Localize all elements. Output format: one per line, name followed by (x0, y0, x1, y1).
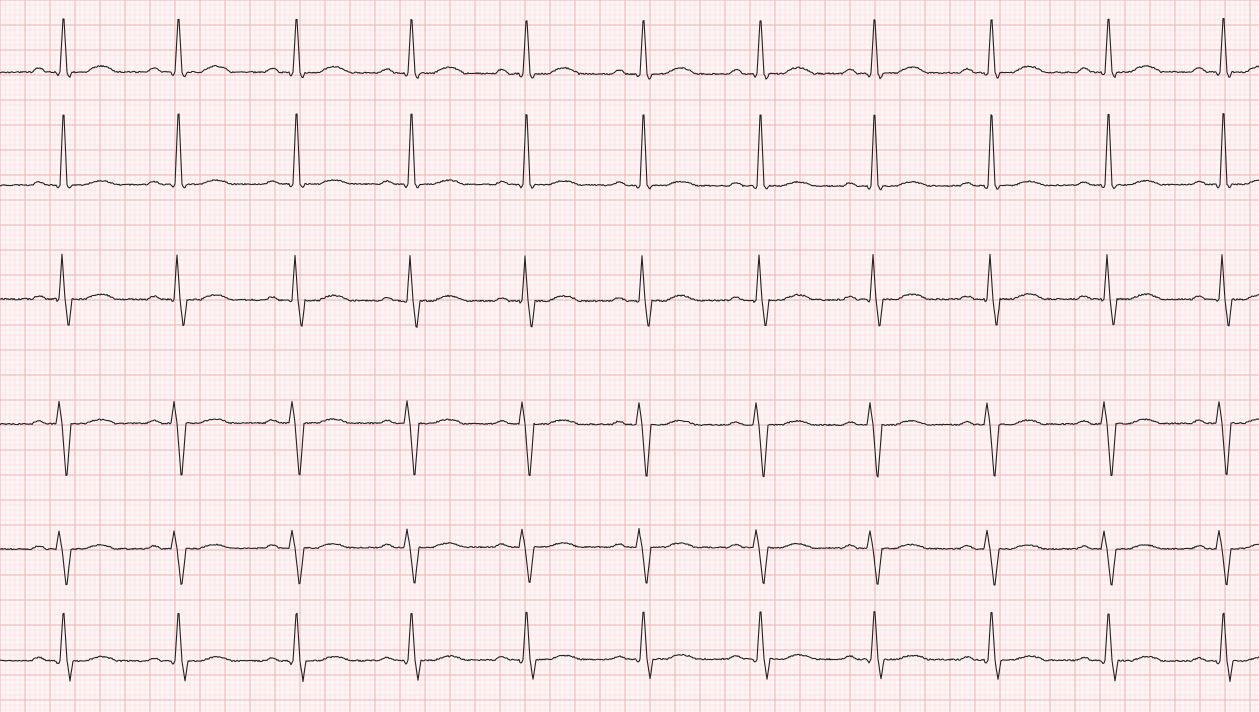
ecg-rhythm-strip (0, 0, 1259, 712)
